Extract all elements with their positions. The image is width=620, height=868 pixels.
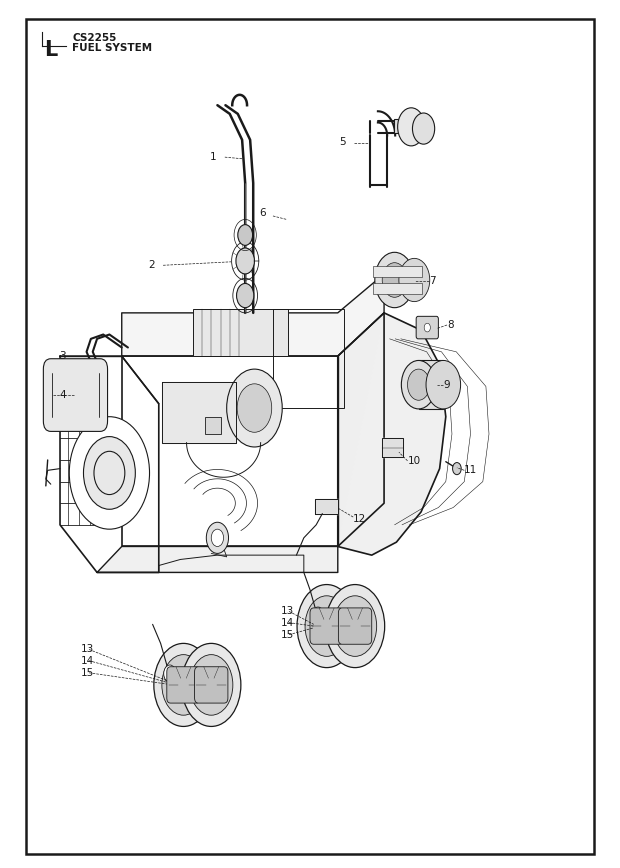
Circle shape: [401, 360, 436, 409]
Text: 5: 5: [339, 136, 346, 147]
Text: replacementparts.com: replacementparts.com: [250, 429, 370, 439]
Polygon shape: [338, 312, 446, 556]
Circle shape: [162, 654, 205, 715]
Polygon shape: [382, 438, 402, 457]
Circle shape: [237, 284, 254, 307]
Circle shape: [407, 369, 430, 400]
FancyBboxPatch shape: [167, 667, 200, 703]
Polygon shape: [122, 274, 384, 356]
Polygon shape: [315, 499, 338, 514]
Circle shape: [326, 584, 384, 667]
Text: 14: 14: [81, 655, 94, 666]
Bar: [373, 284, 422, 294]
FancyBboxPatch shape: [43, 358, 107, 431]
Polygon shape: [60, 356, 159, 572]
Text: CS2255: CS2255: [73, 33, 117, 43]
Text: 2: 2: [148, 260, 154, 270]
Circle shape: [297, 584, 356, 667]
Circle shape: [382, 263, 407, 298]
Bar: [205, 417, 221, 434]
FancyBboxPatch shape: [339, 608, 372, 644]
Bar: [418, 360, 443, 409]
Circle shape: [164, 665, 176, 682]
Text: 12: 12: [353, 514, 366, 523]
Polygon shape: [122, 356, 338, 547]
Circle shape: [375, 253, 414, 307]
Circle shape: [334, 595, 377, 656]
Text: 11: 11: [464, 465, 477, 476]
Text: 13: 13: [81, 643, 94, 654]
Text: 6: 6: [259, 208, 265, 219]
Polygon shape: [338, 312, 384, 547]
FancyBboxPatch shape: [195, 667, 228, 703]
Text: 15: 15: [81, 667, 94, 678]
Text: L: L: [45, 40, 58, 60]
Text: 13: 13: [280, 606, 294, 615]
Circle shape: [211, 529, 224, 547]
Circle shape: [190, 654, 233, 715]
Circle shape: [412, 113, 435, 144]
Circle shape: [182, 643, 241, 727]
Text: 15: 15: [280, 629, 294, 640]
Circle shape: [84, 437, 135, 510]
Circle shape: [453, 463, 461, 475]
Circle shape: [94, 451, 125, 495]
Polygon shape: [97, 547, 338, 572]
FancyBboxPatch shape: [416, 316, 438, 339]
Circle shape: [397, 108, 425, 146]
Text: 3: 3: [60, 352, 66, 361]
Bar: [394, 119, 401, 133]
Text: 10: 10: [407, 456, 420, 466]
Text: 14: 14: [280, 618, 294, 628]
Circle shape: [206, 523, 229, 554]
Circle shape: [426, 360, 461, 409]
Text: 1: 1: [210, 152, 216, 162]
Text: 9: 9: [443, 379, 450, 390]
Circle shape: [237, 384, 272, 432]
Circle shape: [238, 225, 252, 246]
Text: 7: 7: [429, 276, 436, 286]
Circle shape: [312, 607, 324, 624]
Circle shape: [399, 259, 430, 301]
Text: FUEL SYSTEM: FUEL SYSTEM: [73, 43, 153, 53]
Circle shape: [227, 369, 282, 447]
Bar: [273, 308, 344, 408]
Circle shape: [236, 248, 254, 274]
Text: 8: 8: [447, 320, 454, 330]
FancyBboxPatch shape: [310, 608, 343, 644]
Text: 4: 4: [60, 390, 66, 400]
Circle shape: [424, 323, 430, 332]
Circle shape: [154, 643, 213, 727]
Bar: [373, 266, 422, 277]
Circle shape: [305, 595, 348, 656]
Polygon shape: [162, 382, 236, 443]
Bar: [193, 308, 288, 356]
Circle shape: [69, 417, 149, 529]
